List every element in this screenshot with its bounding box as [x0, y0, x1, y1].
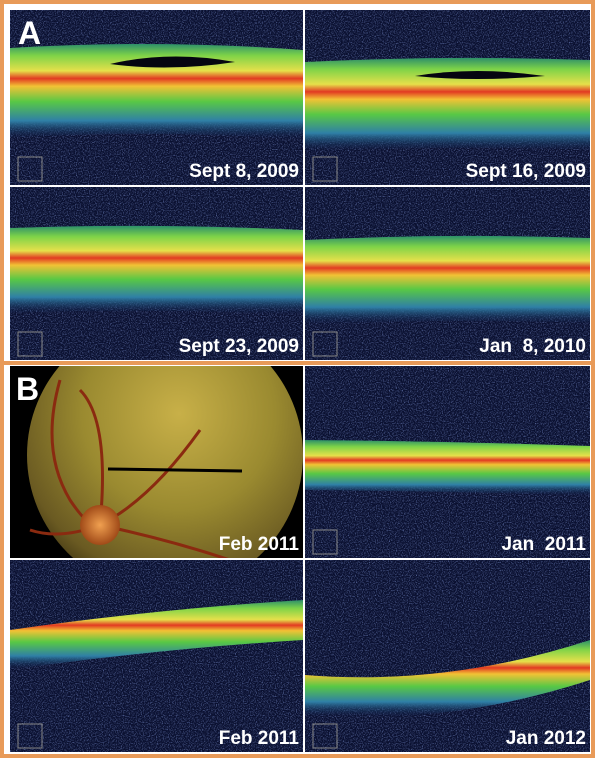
oct-scan	[305, 366, 590, 558]
date-label: Jan 2011	[501, 534, 586, 555]
figure: A B Sept 8, 2009 Sept 16, 2009 Sept 23, 20…	[0, 0, 595, 758]
retina-band	[305, 440, 590, 496]
retina-band	[305, 236, 590, 325]
date-label: Feb 2011	[219, 534, 300, 555]
oct-scan	[305, 10, 590, 185]
oct-scan	[305, 187, 590, 360]
oct-scan	[10, 187, 303, 360]
panel-label: B	[16, 371, 39, 407]
date-label: Feb 2011	[219, 728, 300, 749]
date-label: Jan 8, 2010	[479, 336, 586, 357]
oct-scan	[10, 560, 303, 752]
date-label: Sept 16, 2009	[466, 161, 586, 182]
date-label: Sept 23, 2009	[179, 336, 299, 357]
retina-band	[305, 58, 590, 152]
oct-scan	[305, 560, 590, 752]
retina-band	[10, 226, 303, 315]
date-label: Jan 2012	[506, 728, 586, 749]
date-label: Sept 8, 2009	[189, 161, 299, 182]
panel-label: A	[18, 15, 41, 51]
divider	[2, 361, 593, 365]
oct-scan	[10, 10, 303, 185]
